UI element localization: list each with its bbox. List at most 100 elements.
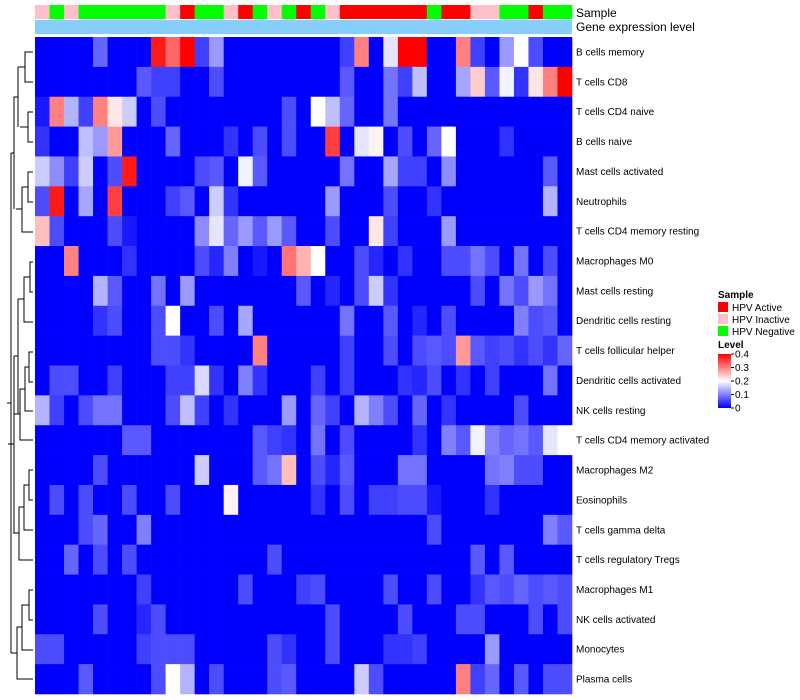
heatmap-cell — [209, 455, 224, 486]
heatmap-cell — [49, 305, 65, 336]
heatmap-cell — [267, 634, 283, 665]
heatmap-cell — [339, 365, 355, 396]
heatmap-cell — [354, 514, 370, 545]
heatmap-cell — [470, 37, 486, 68]
heatmap-cell — [513, 484, 529, 516]
heatmap-cell — [165, 395, 181, 426]
heatmap-cell — [49, 126, 65, 157]
heatmap-cell — [484, 634, 500, 665]
heatmap-cell — [194, 574, 210, 605]
heatmap-cell — [542, 514, 558, 545]
heatmap-cell — [49, 634, 65, 665]
heatmap-cell — [267, 305, 283, 336]
heatmap-cell — [339, 544, 355, 575]
heatmap-cell — [252, 186, 268, 217]
heatmap-cell — [542, 455, 558, 486]
heatmap-cell — [426, 395, 442, 426]
heatmap-cell — [325, 335, 341, 366]
row-label: T cells CD4 naive — [576, 107, 655, 118]
level-tick-label: 0.1 — [735, 390, 749, 401]
heatmap-cell — [107, 425, 123, 456]
heatmap-cell — [136, 186, 152, 217]
heatmap-cell — [354, 604, 370, 635]
heatmap-cell — [194, 514, 210, 545]
heatmap-cell — [223, 574, 239, 605]
heatmap-cell — [151, 335, 166, 366]
heatmap-cell — [354, 544, 370, 575]
heatmap-cell — [339, 455, 355, 486]
heatmap-cell — [180, 395, 195, 426]
heatmap-cell — [180, 156, 195, 187]
heatmap-cell — [223, 484, 239, 516]
heatmap-cell — [151, 664, 166, 695]
heatmap-cell — [49, 544, 65, 575]
sample-annotation-cell — [209, 5, 224, 19]
heatmap-cell — [209, 246, 224, 277]
heatmap-cell — [339, 156, 355, 187]
heatmap-cell — [267, 37, 283, 68]
sample-annotation-cell — [194, 5, 210, 19]
heatmap-cell — [397, 484, 413, 516]
heatmap-cell — [513, 664, 529, 695]
heatmap-cell — [368, 425, 384, 456]
heatmap-cell — [499, 604, 515, 635]
heatmap-cell — [267, 664, 283, 695]
heatmap-cell — [339, 246, 355, 277]
heatmap-cell — [151, 66, 166, 98]
heatmap-cell — [455, 335, 471, 366]
heatmap-cell — [484, 66, 500, 98]
heatmap-cell — [441, 604, 457, 635]
heatmap-cell — [441, 216, 457, 247]
heatmap-cell — [542, 156, 558, 187]
heatmap-cell — [78, 96, 94, 127]
heatmap-cell — [368, 395, 384, 426]
heatmap-cell — [223, 335, 239, 366]
sample-annotation-cell — [180, 5, 195, 19]
heatmap-cell — [354, 634, 370, 665]
row-label: B cells memory — [576, 47, 644, 58]
heatmap-cell — [136, 634, 152, 665]
heatmap-cell — [151, 514, 166, 545]
heatmap-cell — [426, 634, 442, 665]
heatmap-cell — [180, 664, 195, 695]
heatmap-cell — [281, 634, 297, 665]
sample-annotation-cell — [383, 5, 399, 19]
heatmap-cell — [194, 395, 210, 426]
heatmap-cell — [122, 634, 137, 665]
heatmap-cell — [325, 574, 341, 605]
heatmap-cell — [310, 574, 326, 605]
heatmap-cell — [470, 246, 486, 277]
heatmap-cell — [339, 66, 355, 98]
gene-annotation-label: Gene expression level — [576, 20, 695, 34]
heatmap-cell — [122, 365, 137, 396]
heatmap-cell — [180, 365, 195, 396]
heatmap-cell — [310, 275, 326, 307]
heatmap-cell — [383, 604, 399, 635]
heatmap-cell — [296, 216, 312, 247]
heatmap-cell — [281, 544, 297, 575]
heatmap-cell — [209, 664, 224, 695]
heatmap-cell — [455, 604, 471, 635]
heatmap-cell — [180, 305, 195, 336]
heatmap-cell — [455, 455, 471, 486]
heatmap-cell — [165, 425, 181, 456]
heatmap-cell — [281, 365, 297, 396]
heatmap-cell — [209, 365, 224, 396]
heatmap-cell — [281, 484, 297, 516]
heatmap-cell — [426, 66, 442, 98]
heatmap-cell — [238, 335, 253, 366]
heatmap-cell — [165, 66, 181, 98]
heatmap-cell — [455, 365, 471, 396]
level-legend-title: Level — [718, 340, 744, 351]
heatmap-cell — [296, 455, 312, 486]
heatmap-cell — [296, 156, 312, 187]
heatmap-cell — [557, 574, 573, 605]
row-label: T cells CD4 memory activated — [576, 436, 709, 447]
heatmap-cell — [455, 664, 471, 695]
heatmap-cell — [93, 96, 108, 127]
heatmap-cell — [180, 604, 195, 635]
heatmap-cell — [455, 96, 471, 127]
row-label: NK cells activated — [576, 615, 655, 626]
heatmap-cell — [383, 66, 399, 98]
heatmap-cell — [151, 544, 166, 575]
